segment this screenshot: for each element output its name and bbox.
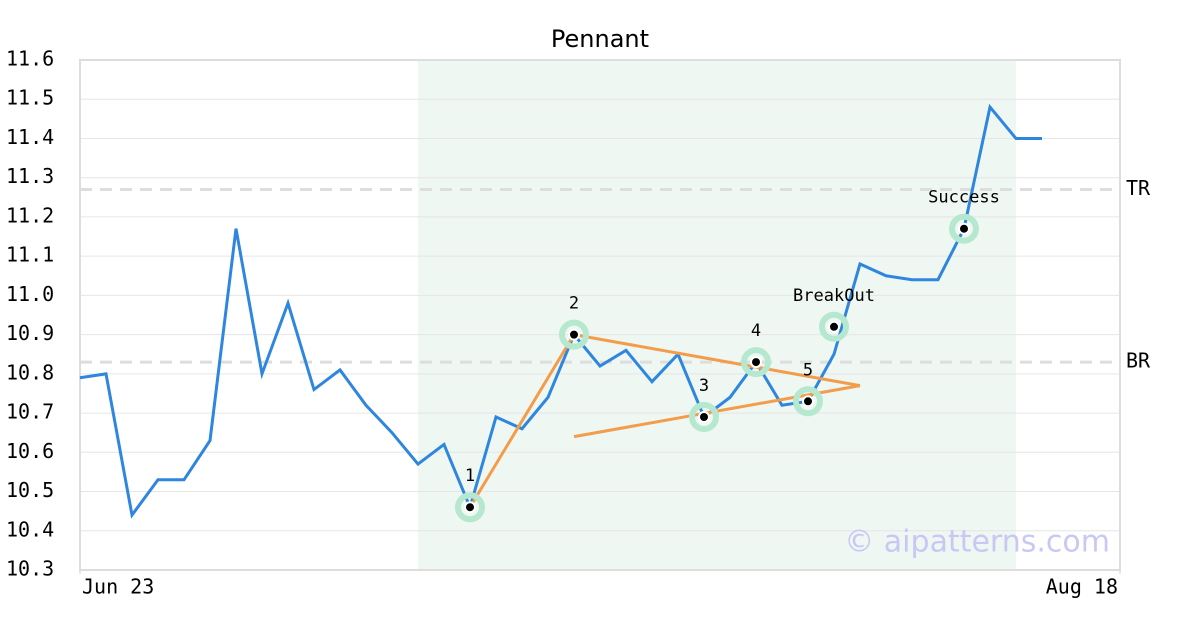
y-tick-label: 10.7 [6,400,54,424]
y-tick-label: 10.4 [6,517,54,541]
pattern-point-label: Success [928,188,1000,208]
y-tick-label: 11.2 [6,203,54,227]
pattern-region [418,60,1016,570]
pattern-point-halo [741,347,771,378]
y-tick-label: 11.4 [6,125,54,149]
pattern-point [568,328,580,341]
x-tick-label: Jun 23 [82,575,154,599]
y-tick-label: 10.5 [6,478,54,502]
y-tick-label: 10.8 [6,360,54,384]
y-tick-label: 11.0 [6,282,54,306]
pattern-point-label: 2 [569,294,579,314]
pattern-point-label: 5 [803,360,813,380]
pattern-point-halo [455,492,485,523]
price-line [79,103,1042,519]
level-label: TR [1126,176,1151,200]
plot-frame [79,59,1121,571]
chart-title: Pennant [551,25,649,53]
trend-line [573,333,861,388]
pattern-point-label: BreakOut [793,286,875,306]
y-tick-label: 10.9 [6,321,54,345]
pattern-point-halo [689,402,719,432]
y-tick-label: 11.5 [6,86,54,110]
pattern-point [464,501,476,514]
pattern-point-halo [949,213,979,244]
y-tick-label: 11.1 [6,243,54,267]
pattern-point [698,411,710,423]
pattern-point-label: 4 [751,321,761,341]
x-tick-label: Aug 18 [1046,575,1118,599]
trend-line [468,333,576,509]
y-tick-label: 11.3 [6,164,54,188]
y-tick-label: 11.6 [6,47,54,71]
pattern-point [958,222,970,235]
pattern-point-halo [559,319,589,350]
pattern-point-label: 3 [699,376,709,396]
pattern-point-halo [819,311,849,342]
pattern-point [802,395,814,408]
level-label: BR [1126,349,1151,373]
pattern-point [828,320,840,333]
y-tick-label: 10.6 [6,439,54,463]
y-tick-label: 10.3 [6,557,54,581]
pattern-point [750,356,762,369]
watermark: © aipatterns.com [844,525,1110,560]
pattern-point-halo [793,386,823,417]
pattern-point-label: 1 [465,466,475,486]
